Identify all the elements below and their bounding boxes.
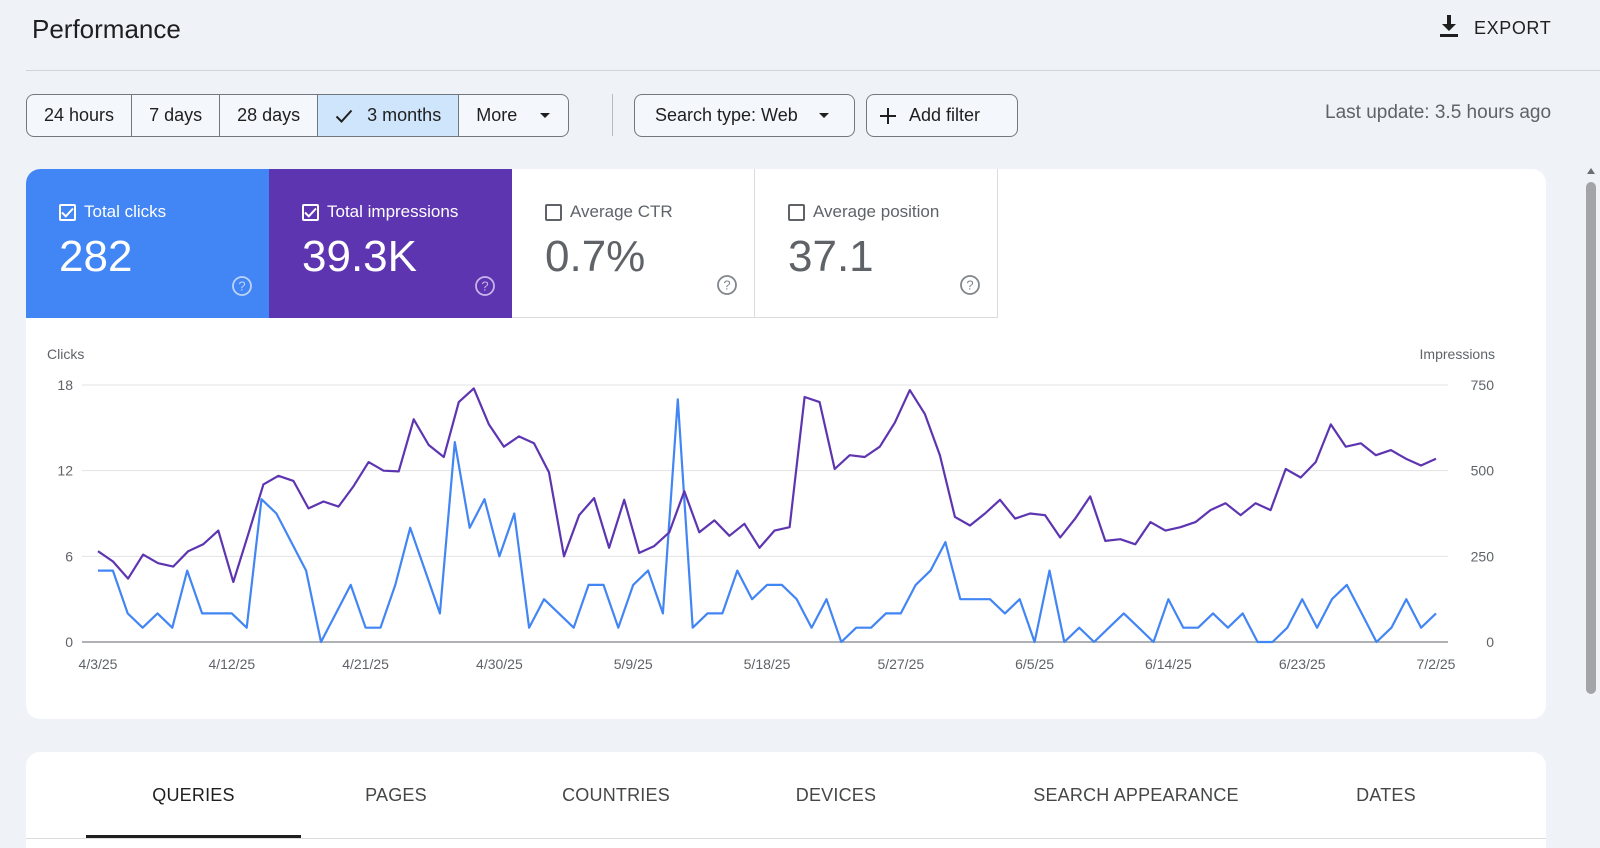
range-28-days[interactable]: 28 days (220, 95, 319, 136)
help-icon[interactable]: ? (959, 274, 981, 301)
y-right-tick-label: 250 (1471, 548, 1495, 564)
export-button[interactable]: EXPORT (1438, 14, 1551, 43)
y-right-axis-title: Impressions (1420, 346, 1495, 362)
help-icon[interactable]: ? (716, 274, 738, 301)
series-line-clicks (98, 398, 1437, 644)
performance-line-chart: 0 6 12 18 0 250 500 750 Clicks Impressions 4/3/25 4… (47, 346, 1495, 672)
checkbox-checked-icon[interactable] (302, 203, 319, 221)
y-right-tick-label: 750 (1471, 377, 1495, 393)
export-label: EXPORT (1474, 18, 1552, 38)
tabs-divider (26, 838, 1546, 839)
checkbox-checked-icon[interactable] (59, 203, 76, 221)
range-label: More (476, 105, 518, 125)
x-tick-label: 4/30/25 (476, 656, 523, 672)
last-update-text: Last update: 3.5 hours ago (1325, 102, 1552, 123)
y-left-axis-title: Clicks (47, 346, 84, 362)
performance-chart-card: Total clicks 282 ? Total impressions 39.… (26, 169, 1546, 719)
series-line-impressions (97, 387, 1437, 584)
range-label: 7 days (149, 105, 203, 125)
search-type-label: Search type: Web (655, 105, 798, 125)
metric-total-impressions[interactable]: Total impressions 39.3K ? (269, 169, 512, 318)
scroll-up-arrow-icon[interactable] (1586, 162, 1596, 180)
y-left-tick-label: 12 (57, 463, 73, 479)
x-tick-label: 4/3/25 (79, 656, 118, 672)
range-more-dropdown[interactable]: More (459, 95, 568, 136)
header-divider (26, 70, 1600, 71)
y-right-tick-label: 500 (1471, 463, 1495, 479)
add-filter-label: Add filter (909, 105, 981, 125)
x-tick-label: 5/18/25 (744, 656, 791, 672)
active-tab-indicator (86, 835, 301, 838)
tab-pages[interactable]: PAGES (365, 784, 427, 805)
metric-total-clicks[interactable]: Total clicks 282 ? (26, 169, 269, 318)
y-left-tick-label: 0 (65, 634, 73, 650)
checkbox-unchecked-icon[interactable] (788, 203, 805, 221)
help-icon[interactable]: ? (474, 275, 496, 302)
x-tick-label: 5/27/25 (877, 656, 924, 672)
metric-label: Average position (813, 202, 940, 221)
svg-text:?: ? (723, 278, 730, 293)
x-tick-label: 4/21/25 (342, 656, 389, 672)
vertical-scrollbar[interactable] (1582, 160, 1600, 720)
svg-text:?: ? (481, 279, 488, 294)
help-icon[interactable]: ? (231, 275, 253, 302)
add-filter-button[interactable]: Add filter (866, 94, 1018, 137)
metric-average-ctr[interactable]: Average CTR 0.7% ? (512, 169, 755, 318)
y-left-tick-label: 6 (65, 548, 73, 564)
page-header: Performance EXPORT (0, 0, 1600, 72)
x-tick-label: 7/2/25 (1417, 656, 1456, 672)
toolbar-separator (612, 94, 613, 136)
download-icon (1438, 14, 1460, 43)
metric-average-position[interactable]: Average position 37.1 ? (755, 169, 998, 318)
caret-down-icon (818, 112, 830, 119)
svg-text:?: ? (238, 279, 245, 294)
tab-queries[interactable]: QUERIES (152, 784, 235, 805)
tab-dates[interactable]: DATES (1356, 784, 1416, 805)
plus-icon (879, 107, 897, 125)
metric-label: Total impressions (327, 202, 459, 221)
x-tick-label: 4/12/25 (208, 656, 255, 672)
svg-text:?: ? (966, 278, 973, 293)
date-range-selector: 24 hours 7 days 28 days 3 months More (26, 94, 570, 137)
range-3-months[interactable]: 3 months (318, 95, 460, 136)
range-7-days[interactable]: 7 days (132, 95, 221, 136)
search-type-dropdown[interactable]: Search type: Web (634, 94, 855, 137)
tab-devices[interactable]: DEVICES (795, 784, 877, 805)
x-tick-label: 6/23/25 (1279, 656, 1326, 672)
metric-label: Average CTR (570, 202, 673, 221)
tab-search-appearance[interactable]: SEARCH APPEARANCE (1033, 784, 1239, 805)
metric-value: 39.3K (302, 232, 417, 281)
scrollbar-thumb[interactable] (1586, 182, 1596, 694)
check-icon (335, 109, 353, 123)
page-title: Performance (32, 14, 181, 44)
tab-countries[interactable]: COUNTRIES (562, 784, 670, 805)
caret-down-icon (539, 112, 551, 119)
range-label: 24 hours (44, 105, 115, 125)
metric-value: 282 (59, 232, 133, 281)
range-label: 3 months (367, 105, 442, 125)
metric-value: 0.7% (545, 232, 646, 281)
y-right-tick-label: 0 (1486, 634, 1494, 650)
x-tick-label: 6/14/25 (1145, 656, 1192, 672)
x-tick-label: 6/5/25 (1015, 656, 1054, 672)
y-left-tick-label: 18 (57, 377, 73, 393)
metric-label: Total clicks (84, 202, 167, 221)
range-24-hours[interactable]: 24 hours (27, 95, 133, 136)
x-tick-label: 5/9/25 (614, 656, 653, 672)
range-label: 28 days (237, 105, 301, 125)
metric-value: 37.1 (788, 232, 874, 281)
report-tabs: QUERIES PAGES COUNTRIES DEVICES SEARCH A… (26, 752, 1546, 848)
checkbox-unchecked-icon[interactable] (545, 203, 562, 221)
